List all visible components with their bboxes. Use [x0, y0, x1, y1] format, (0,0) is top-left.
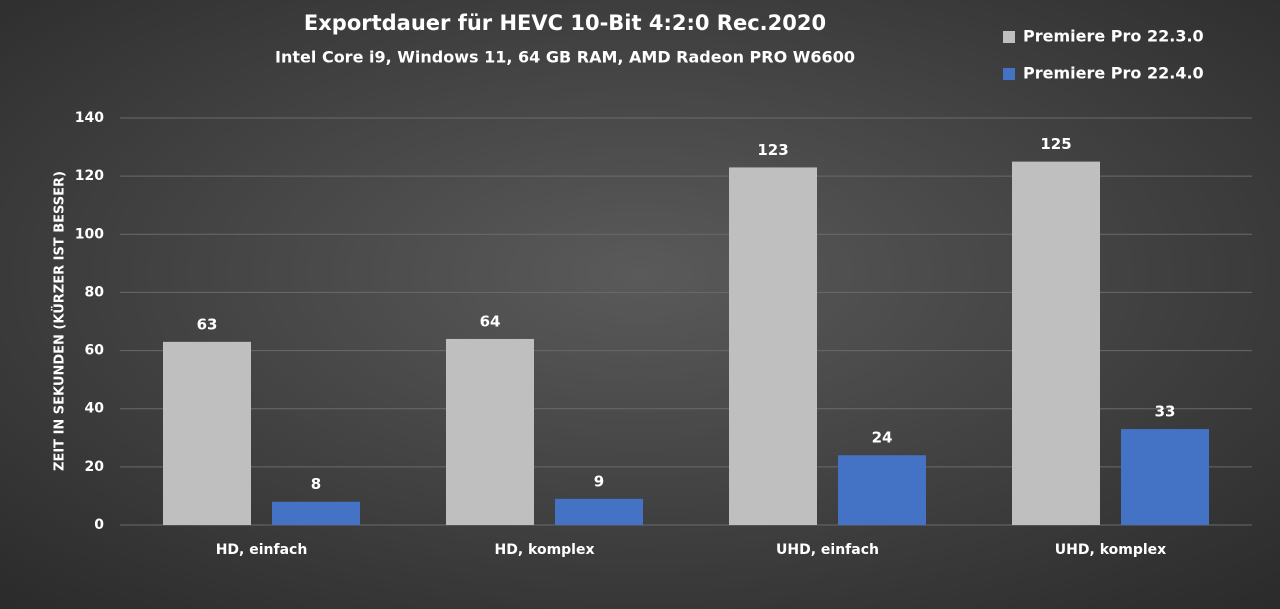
- data-label: 8: [311, 475, 321, 493]
- legend-label: Premiere Pro 22.4.0: [1023, 64, 1204, 83]
- legend-swatch: [1003, 31, 1015, 43]
- bar: [729, 167, 817, 525]
- x-tick-label: UHD, komplex: [1055, 542, 1166, 558]
- data-label: 63: [197, 315, 218, 333]
- data-label: 123: [757, 141, 788, 159]
- y-tick-label: 20: [85, 459, 105, 475]
- data-label: 9: [594, 472, 604, 490]
- data-label: 64: [480, 312, 501, 330]
- y-tick-label: 0: [94, 517, 104, 533]
- y-tick-label: 140: [75, 110, 104, 126]
- bar: [163, 341, 251, 525]
- bar: [446, 338, 534, 525]
- x-tick-label: HD, komplex: [494, 542, 594, 558]
- y-tick-label: 40: [85, 401, 105, 417]
- bar: [1121, 429, 1209, 525]
- chart-subtitle: Intel Core i9, Windows 11, 64 GB RAM, AM…: [275, 48, 855, 67]
- bar: [272, 501, 360, 525]
- bar: [555, 498, 643, 525]
- data-label: 33: [1155, 403, 1176, 421]
- bar: [838, 455, 926, 525]
- y-tick-label: 60: [85, 343, 105, 359]
- x-tick-label: HD, einfach: [216, 542, 308, 558]
- data-label: 24: [872, 429, 893, 447]
- y-axis-label: ZEIT IN SEKUNDEN (KÜRZER IST BESSER): [52, 171, 68, 471]
- bar: [1012, 161, 1100, 525]
- x-tick-label: UHD, einfach: [776, 542, 879, 558]
- y-tick-label: 80: [85, 284, 105, 300]
- legend-swatch: [1003, 68, 1015, 80]
- y-tick-label: 100: [75, 226, 104, 242]
- y-tick-label: 120: [75, 168, 104, 184]
- data-label: 125: [1040, 135, 1071, 153]
- chart-title: Exportdauer für HEVC 10-Bit 4:2:0 Rec.20…: [304, 11, 826, 35]
- legend-label: Premiere Pro 22.3.0: [1023, 27, 1204, 46]
